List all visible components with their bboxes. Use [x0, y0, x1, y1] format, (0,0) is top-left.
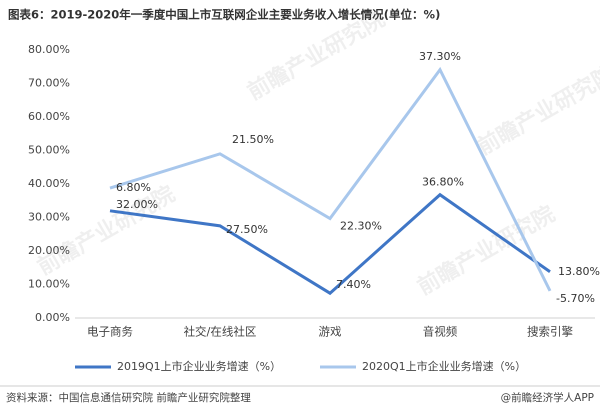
chart-title: 图表6：2019-2020年一季度中国上市互联网企业主要业务收入增长情况(单位：…	[8, 8, 440, 22]
y-tick-label: 30.00%	[28, 211, 70, 224]
x-tick-label: 电子商务	[87, 325, 133, 339]
y-tick-label: 0.00%	[35, 311, 70, 324]
y-tick-label: 70.00%	[28, 77, 70, 90]
x-tick-label: 音视频	[423, 325, 458, 339]
watermark: 前瞻产业研究院	[33, 181, 179, 281]
y-tick-label: 20.00%	[28, 244, 70, 257]
y-tick-label: 60.00%	[28, 110, 70, 123]
x-tick-label: 游戏	[319, 325, 342, 339]
source: 资料来源：中国信息通信研究院 前瞻产业研究院整理	[6, 391, 251, 404]
x-tick-label: 搜索引擎	[527, 325, 573, 339]
data-label: 27.50%	[226, 223, 268, 236]
data-label: 6.80%	[116, 181, 151, 194]
x-tick-label: 社交/在线社区	[184, 325, 257, 339]
series-line	[109, 66, 552, 292]
data-label: 32.00%	[116, 198, 158, 211]
watermark: 前瞻产业研究院	[473, 61, 600, 161]
data-label: -5.70%	[556, 292, 595, 305]
data-label: 22.30%	[340, 220, 382, 233]
data-label: 37.30%	[419, 50, 461, 63]
data-label: 7.40%	[336, 278, 371, 291]
y-tick-label: 50.00%	[28, 144, 70, 157]
legend-label: 2019Q1上市企业业务增速（%）	[117, 359, 281, 373]
series-line	[109, 192, 551, 296]
legend-label: 2020Q1上市企业业务增速（%）	[362, 359, 526, 373]
data-label: 13.80%	[558, 265, 600, 278]
y-tick-label: 80.00%	[28, 43, 70, 56]
y-tick-label: 10.00%	[28, 278, 70, 291]
data-label: 36.80%	[422, 176, 464, 189]
data-label: 21.50%	[232, 133, 274, 146]
credit: @前瞻经济学人APP	[501, 391, 594, 404]
watermark: 前瞻产业研究院	[413, 201, 559, 301]
y-tick-label: 40.00%	[28, 177, 70, 190]
